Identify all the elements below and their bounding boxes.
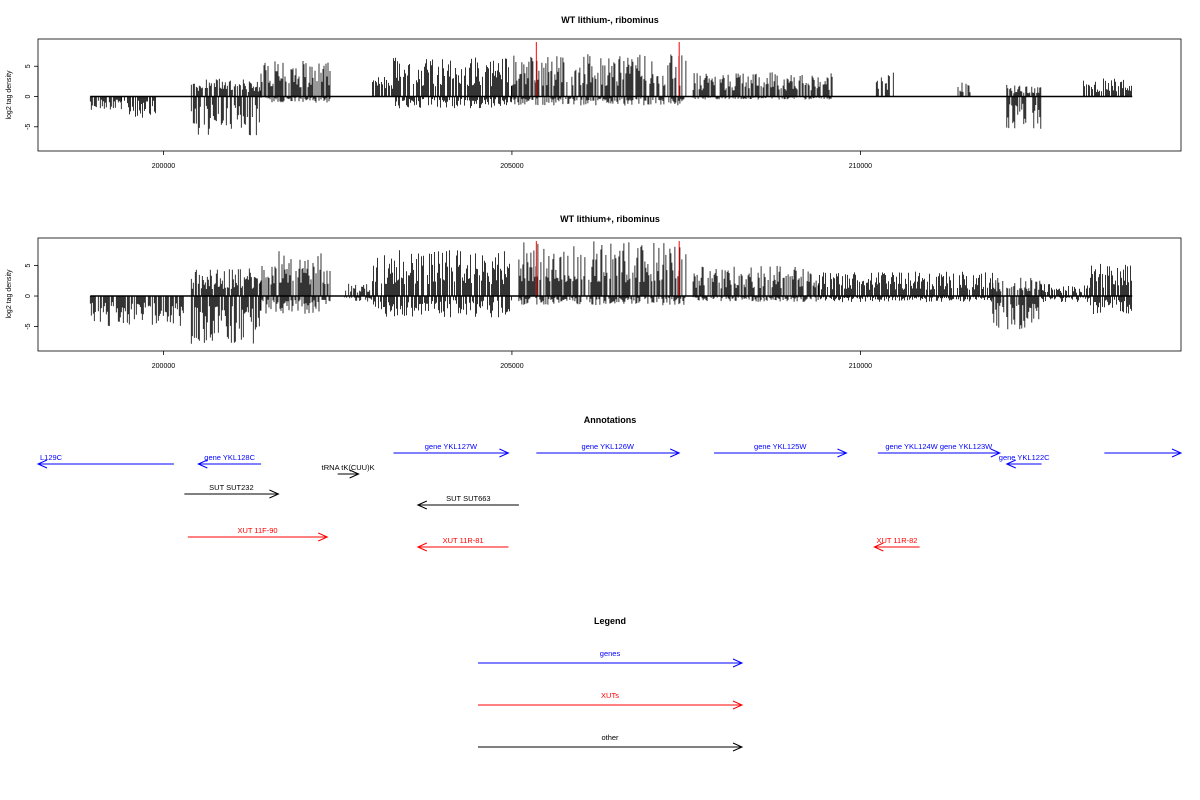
density-segment-11 bbox=[1083, 78, 1132, 97]
legend: Legend genes XUTs other bbox=[478, 616, 744, 752]
y-tick-label: -5 bbox=[25, 323, 32, 329]
density-segment-10 bbox=[1090, 263, 1132, 314]
y-axis: -5 0 5 bbox=[25, 263, 39, 330]
annotation-label: tRNA tK(CUU)K bbox=[322, 463, 375, 472]
annotation-label: XUT 11F-90 bbox=[237, 526, 277, 535]
annotation-other-8 bbox=[337, 469, 360, 479]
annotations-title: Annotations bbox=[584, 415, 637, 425]
density-segment-9 bbox=[957, 82, 971, 97]
x-tick-label: 205000 bbox=[500, 363, 523, 370]
legend-arrow-xut bbox=[478, 700, 744, 710]
annotation-gene-1 bbox=[197, 459, 262, 469]
x-tick-label: 200000 bbox=[152, 363, 175, 370]
panel-title: WT lithium-, ribominus bbox=[561, 15, 659, 25]
y-axis: -5 0 5 bbox=[25, 64, 39, 130]
x-tick-label: 205000 bbox=[500, 163, 523, 170]
annotation-label: XUT 11R-82 bbox=[876, 536, 917, 545]
legend-label: other bbox=[601, 733, 619, 742]
panel-title: WT lithium+, ribominus bbox=[560, 214, 660, 224]
density-segment-5 bbox=[393, 57, 512, 109]
legend-label: genes bbox=[600, 649, 621, 658]
legend-arrow-gene bbox=[478, 658, 744, 668]
annotation-gene-4 bbox=[714, 448, 848, 458]
density-segment-5 bbox=[518, 241, 687, 306]
x-axis: 200000 205000 210000 bbox=[152, 151, 872, 170]
annotation-label: gene YKL126W bbox=[582, 442, 635, 451]
density-segment-4 bbox=[372, 250, 512, 318]
annotation-gene-7 bbox=[1104, 448, 1183, 458]
density-segment-7 bbox=[818, 271, 993, 303]
annotation-other-9 bbox=[184, 489, 280, 499]
highlight-marks bbox=[535, 241, 680, 297]
density-segment-2 bbox=[260, 251, 331, 314]
annotation-label: gene YKL124W gene YKL123W bbox=[885, 442, 993, 451]
annotations-track: Annotations L129C gene YKL128C gene YKL127… bbox=[36, 415, 1183, 552]
y-tick-label: 0 bbox=[25, 294, 32, 298]
legend-label: XUTs bbox=[601, 691, 619, 700]
density-panel-lithium-minus: WT lithium-, ribominus log2 tag density … bbox=[6, 15, 1182, 170]
density-segment-2 bbox=[190, 78, 261, 136]
density-segment-10 bbox=[1006, 84, 1042, 129]
annotation-xut-11 bbox=[187, 532, 329, 542]
x-axis: 200000 205000 210000 bbox=[152, 351, 872, 370]
y-tick-label: 0 bbox=[25, 94, 32, 98]
annotation-label: gene YKL125W bbox=[754, 442, 807, 451]
annotation-xut-12 bbox=[416, 542, 509, 552]
density-segment-8 bbox=[992, 277, 1042, 330]
density-segment-9 bbox=[1041, 284, 1090, 302]
annotation-other-10 bbox=[416, 500, 519, 510]
density-segment-3 bbox=[344, 283, 373, 302]
legend-title: Legend bbox=[594, 616, 626, 626]
density-segment-8 bbox=[875, 72, 894, 97]
density-segment-6 bbox=[511, 54, 687, 106]
annotation-gene-3 bbox=[536, 448, 681, 458]
legend-arrow-other bbox=[478, 742, 744, 752]
y-tick-label: 5 bbox=[25, 64, 32, 68]
annotation-gene-0 bbox=[36, 459, 174, 469]
y-axis-label: log2 tag density bbox=[6, 269, 13, 319]
annotation-xut-13 bbox=[873, 542, 920, 552]
annotation-label: gene YKL127W bbox=[425, 442, 478, 451]
density-segment-1 bbox=[121, 96, 156, 118]
annotation-gene-2 bbox=[393, 448, 510, 458]
density-segment-1 bbox=[190, 268, 261, 344]
y-tick-label: -5 bbox=[25, 124, 32, 130]
annotation-gene-5 bbox=[877, 448, 1002, 458]
annotation-label: L129C bbox=[40, 453, 63, 462]
x-tick-label: 210000 bbox=[849, 363, 872, 370]
highlight-marks bbox=[535, 42, 680, 97]
y-tick-label: 5 bbox=[25, 263, 32, 267]
annotation-label: gene YKL128C bbox=[204, 453, 255, 462]
annotation-label: SUT SUT663 bbox=[446, 494, 490, 503]
density-panel-lithium-plus: WT lithium+, ribominus log2 tag density … bbox=[6, 214, 1182, 370]
annotation-label: XUT 11R-81 bbox=[443, 536, 484, 545]
annotation-label: SUT SUT232 bbox=[209, 483, 253, 492]
density-bars bbox=[89, 241, 1132, 344]
annotation-gene-6 bbox=[1005, 459, 1042, 469]
density-segment-0 bbox=[89, 96, 122, 110]
annotation-label: gene YKL122C bbox=[999, 453, 1050, 462]
x-tick-label: 210000 bbox=[849, 163, 872, 170]
density-bars bbox=[89, 54, 1132, 136]
legend-items: genes XUTs other bbox=[478, 649, 744, 752]
annotation-items: L129C gene YKL128C gene YKL127W gene YKL126… bbox=[36, 442, 1183, 552]
x-tick-label: 200000 bbox=[152, 163, 175, 170]
density-segment-7 bbox=[692, 72, 833, 100]
density-segment-0 bbox=[89, 296, 184, 326]
y-axis-label: log2 tag density bbox=[6, 70, 13, 120]
density-segment-4 bbox=[372, 77, 393, 97]
